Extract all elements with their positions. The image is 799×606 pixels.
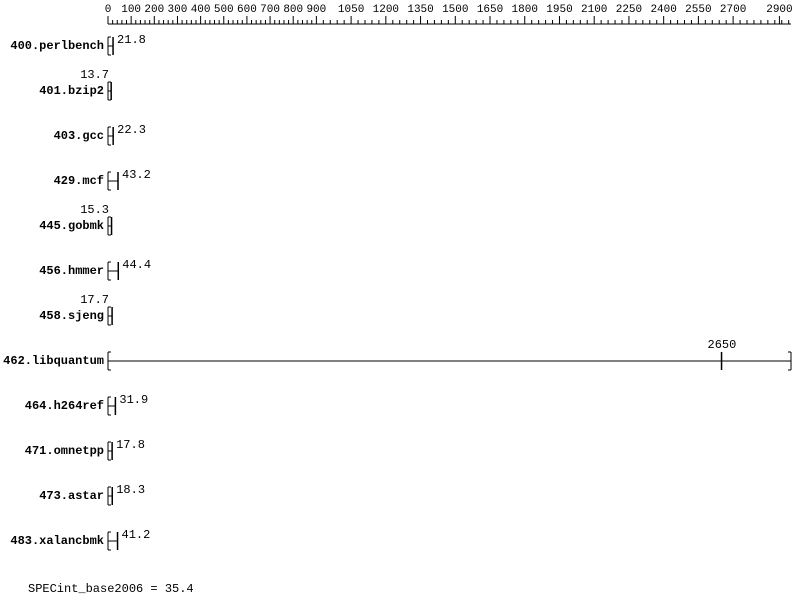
value-label: 41.2	[122, 528, 151, 542]
x-tick-label: 0	[105, 4, 112, 16]
x-tick-label: 600	[237, 4, 257, 16]
value-label: 13.7	[73, 68, 109, 82]
x-tick-label: 100	[121, 4, 141, 16]
value-label: 31.9	[119, 393, 148, 407]
row-label: 429.mcf	[54, 174, 104, 188]
value-label: 21.8	[117, 33, 146, 47]
value-label: 2650	[708, 338, 737, 352]
value-label: 17.7	[73, 293, 109, 307]
x-tick-label: 2900	[766, 4, 792, 16]
value-label: 15.3	[73, 203, 109, 217]
row-label: 462.libquantum	[3, 354, 104, 368]
x-tick-label: 1200	[373, 4, 399, 16]
x-tick-label: 2100	[581, 4, 607, 16]
x-tick-label: 400	[191, 4, 211, 16]
x-tick-label: 500	[214, 4, 234, 16]
x-tick-label: 800	[283, 4, 303, 16]
value-label: 43.2	[122, 168, 151, 182]
row-label: 464.h264ref	[25, 399, 104, 413]
value-label: 44.4	[122, 258, 151, 272]
value-label: 18.3	[116, 483, 145, 497]
x-tick-label: 1350	[407, 4, 433, 16]
x-tick-label: 1800	[512, 4, 538, 16]
x-tick-label: 300	[168, 4, 188, 16]
x-tick-label: 2700	[720, 4, 746, 16]
x-tick-label: 900	[306, 4, 326, 16]
spec-chart	[0, 0, 799, 606]
value-label: 17.8	[116, 438, 145, 452]
row-label: 445.gobmk	[39, 219, 104, 233]
x-tick-label: 2250	[616, 4, 642, 16]
x-tick-label: 1650	[477, 4, 503, 16]
footer-label: SPECint_base2006 = 35.4	[28, 582, 194, 596]
x-tick-label: 2550	[685, 4, 711, 16]
row-label: 403.gcc	[54, 129, 104, 143]
x-tick-label: 2400	[650, 4, 676, 16]
x-tick-label: 1500	[442, 4, 468, 16]
row-label: 401.bzip2	[39, 84, 104, 98]
row-label: 473.astar	[39, 489, 104, 503]
row-label: 456.hmmer	[39, 264, 104, 278]
x-tick-label: 200	[144, 4, 164, 16]
row-label: 400.perlbench	[10, 39, 104, 53]
row-label: 471.omnetpp	[25, 444, 104, 458]
value-label: 22.3	[117, 123, 146, 137]
x-tick-label: 700	[260, 4, 280, 16]
x-tick-label: 1050	[338, 4, 364, 16]
row-label: 483.xalancbmk	[10, 534, 104, 548]
row-label: 458.sjeng	[39, 309, 104, 323]
x-tick-label: 1950	[546, 4, 572, 16]
